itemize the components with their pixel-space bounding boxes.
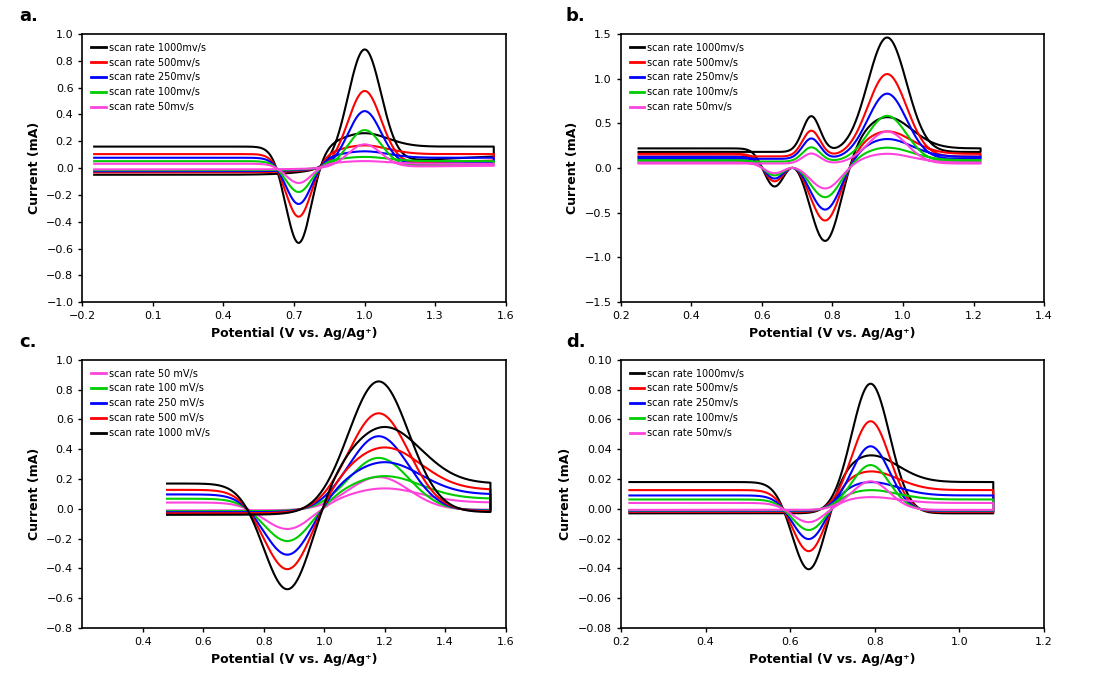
Legend: scan rate 1000mv/s, scan rate 500mv/s, scan rate 250mv/s, scan rate 100mv/s, sca: scan rate 1000mv/s, scan rate 500mv/s, s… [625,365,748,442]
X-axis label: Potential (V vs. Ag/Ag⁺): Potential (V vs. Ag/Ag⁺) [211,653,377,665]
Legend: scan rate 1000mv/s, scan rate 500mv/s, scan rate 250mv/s, scan rate 100mv/s, sca: scan rate 1000mv/s, scan rate 500mv/s, s… [87,39,210,116]
X-axis label: Potential (V vs. Ag/Ag⁺): Potential (V vs. Ag/Ag⁺) [211,327,377,340]
Text: d.: d. [566,333,586,351]
X-axis label: Potential (V vs. Ag/Ag⁺): Potential (V vs. Ag/Ag⁺) [750,653,915,665]
Y-axis label: Current (mA): Current (mA) [27,122,41,214]
Text: a.: a. [19,7,37,25]
Legend: scan rate 1000mv/s, scan rate 500mv/s, scan rate 250mv/s, scan rate 100mv/s, sca: scan rate 1000mv/s, scan rate 500mv/s, s… [625,39,748,116]
X-axis label: Potential (V vs. Ag/Ag⁺): Potential (V vs. Ag/Ag⁺) [750,327,915,340]
Legend: scan rate 50 mV/s, scan rate 100 mV/s, scan rate 250 mV/s, scan rate 500 mV/s, s: scan rate 50 mV/s, scan rate 100 mV/s, s… [87,365,213,442]
Y-axis label: Current (mA): Current (mA) [566,122,579,214]
Y-axis label: Current (mA): Current (mA) [27,448,41,540]
Y-axis label: Current (mA): Current (mA) [559,448,573,540]
Text: c.: c. [19,333,36,351]
Text: b.: b. [566,7,586,25]
